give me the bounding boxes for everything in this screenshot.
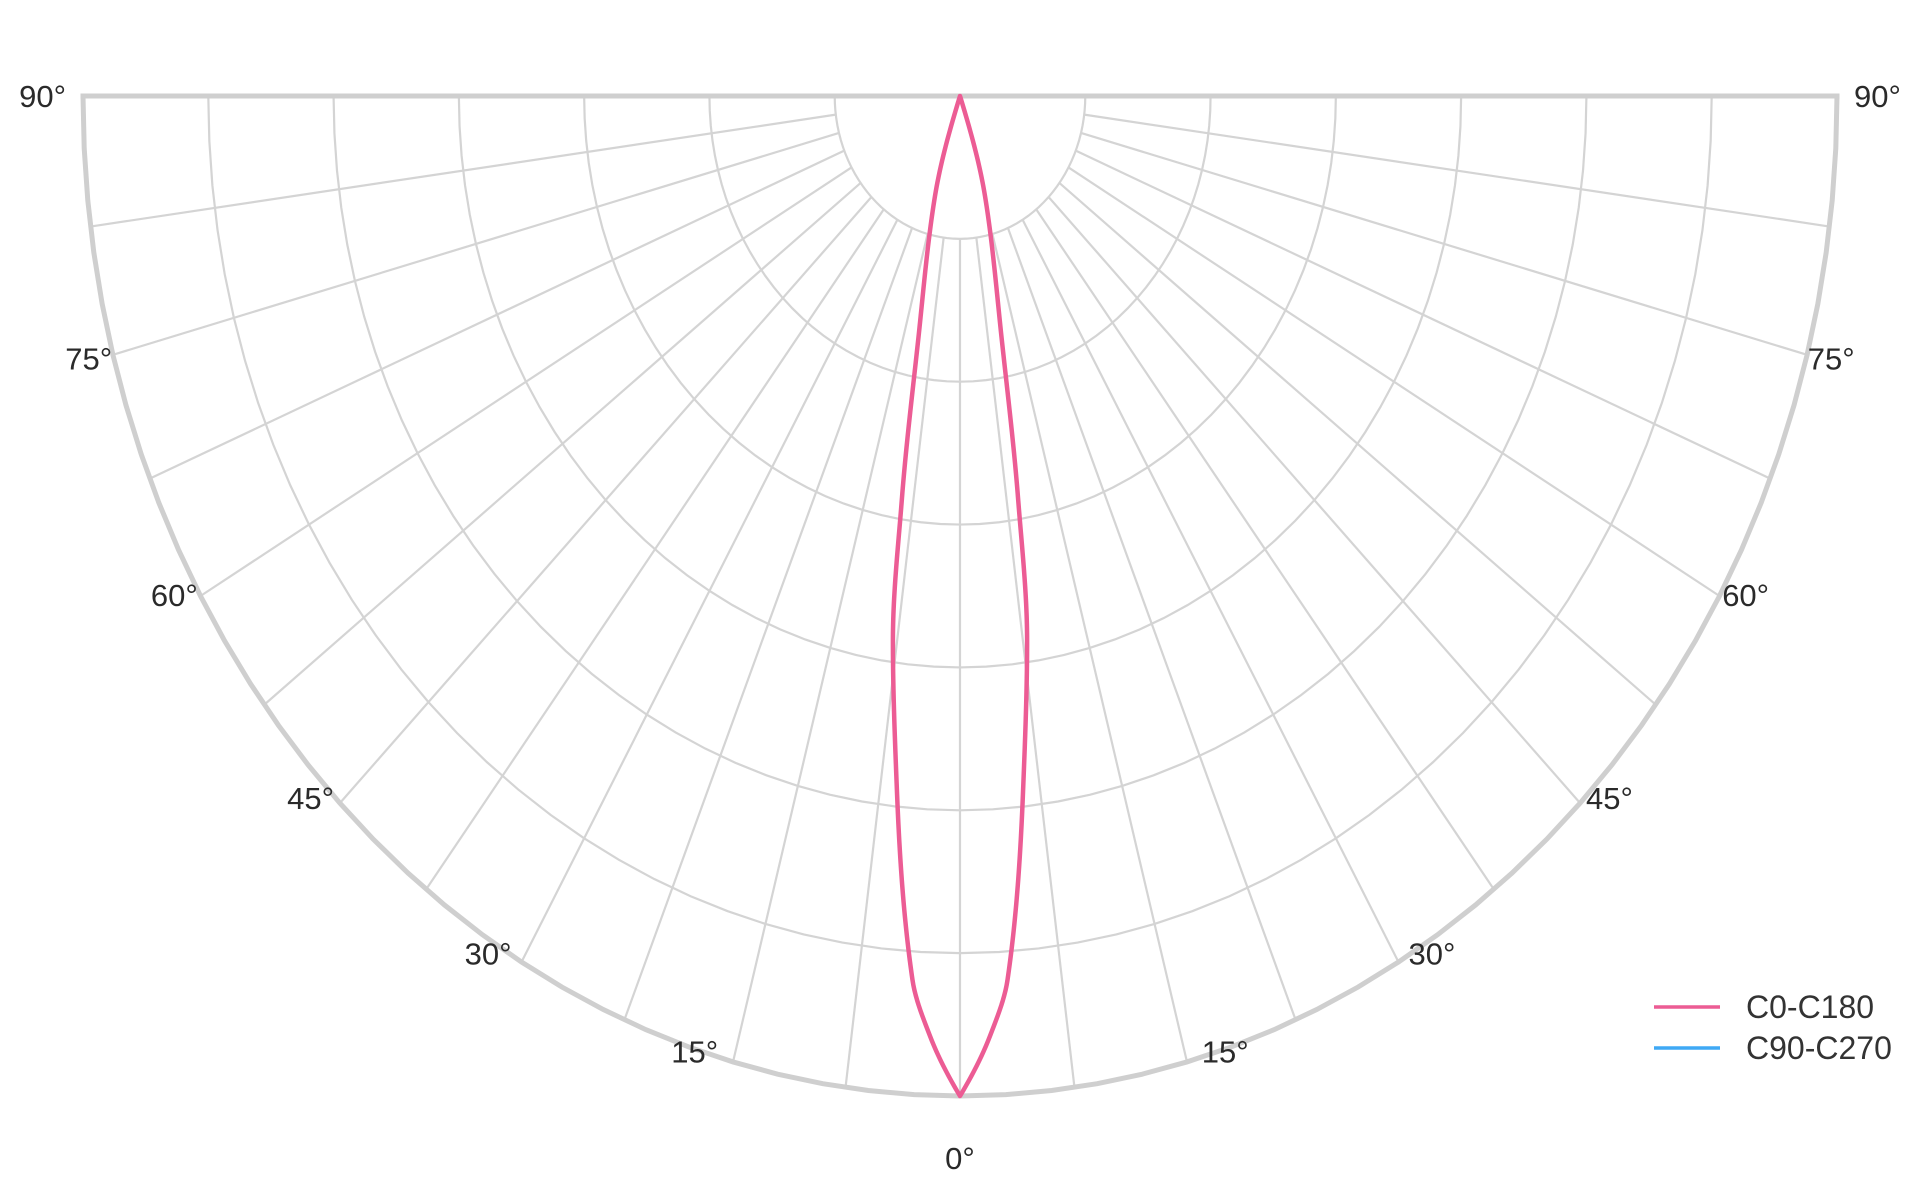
svg-text:15°: 15° — [671, 1035, 718, 1070]
svg-text:60°: 60° — [151, 578, 198, 613]
svg-text:90°: 90° — [19, 79, 66, 114]
svg-text:15°: 15° — [1202, 1035, 1249, 1070]
svg-text:30°: 30° — [1409, 937, 1456, 972]
svg-text:45°: 45° — [287, 781, 334, 816]
svg-text:75°: 75° — [65, 342, 112, 377]
svg-text:0°: 0° — [945, 1141, 975, 1176]
svg-text:45°: 45° — [1586, 781, 1633, 816]
svg-text:30°: 30° — [465, 937, 512, 972]
svg-text:C0-C180: C0-C180 — [1746, 989, 1874, 1025]
svg-text:60°: 60° — [1722, 578, 1769, 613]
svg-text:75°: 75° — [1808, 342, 1855, 377]
svg-text:C90-C270: C90-C270 — [1746, 1030, 1892, 1066]
svg-text:90°: 90° — [1854, 79, 1901, 114]
